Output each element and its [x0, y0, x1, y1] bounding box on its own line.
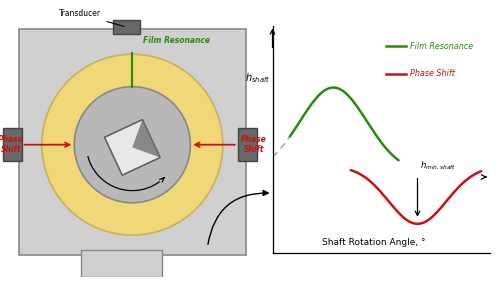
Text: Phase
Shift: Phase Shift [241, 135, 266, 154]
Text: $h_{shaft}$: $h_{shaft}$ [245, 71, 271, 85]
Polygon shape [132, 120, 160, 158]
Text: Film Resonance: Film Resonance [410, 42, 474, 51]
Bar [104, 120, 160, 175]
Bar [19, 29, 246, 255]
Bar [2, 128, 22, 161]
Text: Phase Shift: Phase Shift [410, 69, 455, 78]
Circle shape [74, 87, 190, 203]
Text: Shaft Rotation Angle, °: Shaft Rotation Angle, ° [322, 238, 426, 247]
Text: Phase
Shift: Phase Shift [0, 135, 24, 154]
Bar [104, 120, 160, 175]
Circle shape [42, 54, 223, 235]
Bar [114, 20, 140, 34]
Bar [81, 250, 162, 277]
Text: $h_{min,shaft}$: $h_{min,shaft}$ [420, 159, 456, 172]
Text: Transducer: Transducer [60, 9, 124, 26]
Bar [238, 128, 256, 161]
Text: Film Resonance: Film Resonance [143, 36, 210, 45]
